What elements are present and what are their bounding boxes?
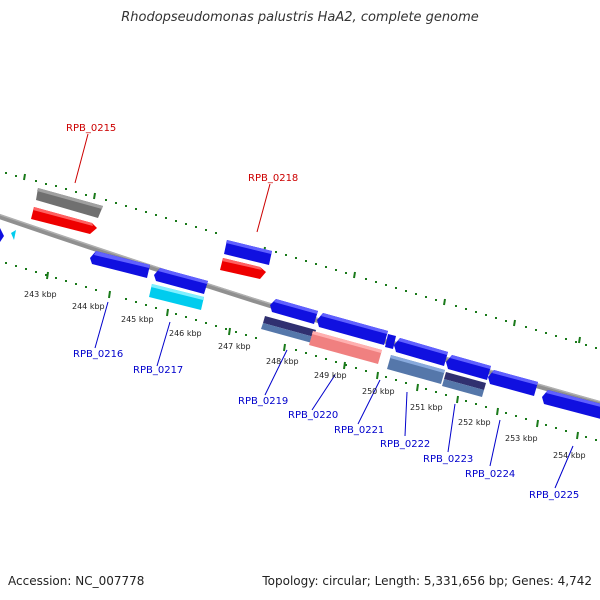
gene-label-rpb-0217[interactable]: RPB_0217 (133, 365, 183, 376)
gene-labels: RPB_0215 RPB_0216 RPB_0217 RPB_0218 RPB_… (66, 123, 579, 501)
scale-label: 251 kbp (410, 403, 443, 412)
scale-label: 244 kbp (72, 302, 105, 311)
outer-tick-ring (5, 172, 597, 349)
feature-rpb-0218-cds[interactable] (220, 258, 266, 279)
scale-label: 249 kbp (314, 371, 347, 380)
feature-rpb-0219-gene[interactable] (270, 299, 318, 324)
feature-rpb-0223-cds[interactable] (442, 372, 486, 397)
feature-rpb-0219-cds[interactable] (261, 316, 316, 343)
label-leader-lines (74, 133, 574, 489)
scale-label: 250 kbp (362, 387, 395, 396)
gene-label-rpb-0224[interactable]: RPB_0224 (465, 469, 515, 480)
scale-label: 252 kbp (458, 418, 491, 427)
gene-label-rpb-0225[interactable]: RPB_0225 (529, 490, 579, 501)
gene-label-rpb-0218[interactable]: RPB_0218 (248, 173, 298, 184)
scale-label: 247 kbp (218, 342, 251, 351)
scale-label: 245 kbp (121, 315, 154, 324)
feature-edge-blue[interactable] (0, 228, 4, 242)
scale-label: 243 kbp (24, 290, 57, 299)
accession-text: Accession: NC_007778 (8, 574, 145, 588)
gene-label-rpb-0222[interactable]: RPB_0222 (380, 439, 430, 450)
feature-rpb-0222-gene[interactable] (394, 338, 448, 366)
feature-rpb-0217-gene[interactable] (154, 268, 208, 294)
feature-rpb-0216-gene[interactable] (90, 251, 150, 278)
map-title: Rhodopseudomonas palustris HaA2, complet… (121, 10, 479, 25)
feature-rpb-0215-cds[interactable] (31, 207, 97, 234)
feature-rpb-0224-gene[interactable] (488, 370, 538, 396)
feature-rpb-0221-gene[interactable] (385, 334, 396, 349)
gene-label-rpb-0215[interactable]: RPB_0215 (66, 123, 116, 134)
feature-edge-cyan[interactable] (11, 230, 16, 240)
feature-rpb-0225-gene[interactable] (542, 390, 600, 420)
feature-rpb-0217-cds[interactable] (149, 284, 204, 310)
gene-label-rpb-0219[interactable]: RPB_0219 (238, 396, 288, 407)
feature-rpb-0218-gene[interactable] (224, 240, 272, 265)
gene-label-rpb-0216[interactable]: RPB_0216 (73, 349, 123, 360)
feature-rpb-0220-cds[interactable] (309, 331, 382, 364)
scale-label: 246 kbp (169, 329, 202, 338)
genome-summary-text: Topology: circular; Length: 5,331,656 bp… (262, 574, 592, 588)
feature-rpb-0223-gene[interactable] (446, 355, 491, 380)
gene-label-rpb-0221[interactable]: RPB_0221 (334, 425, 384, 436)
feature-rpb-0215-gene[interactable] (36, 188, 103, 218)
scale-label: 253 kbp (505, 434, 538, 443)
inner-major-ticks (46, 271, 579, 440)
scale-labels: 243 kbp 244 kbp 245 kbp 246 kbp 247 kbp … (24, 290, 586, 460)
feature-rpb-0220-gene[interactable] (317, 313, 388, 345)
scale-label: 254 kbp (553, 451, 586, 460)
gene-label-rpb-0223[interactable]: RPB_0223 (423, 454, 473, 465)
scale-label: 248 kbp (266, 357, 299, 366)
inner-tick-ring (5, 262, 597, 441)
gene-label-rpb-0220[interactable]: RPB_0220 (288, 410, 338, 421)
feature-rpb-0222-cds[interactable] (387, 355, 445, 384)
